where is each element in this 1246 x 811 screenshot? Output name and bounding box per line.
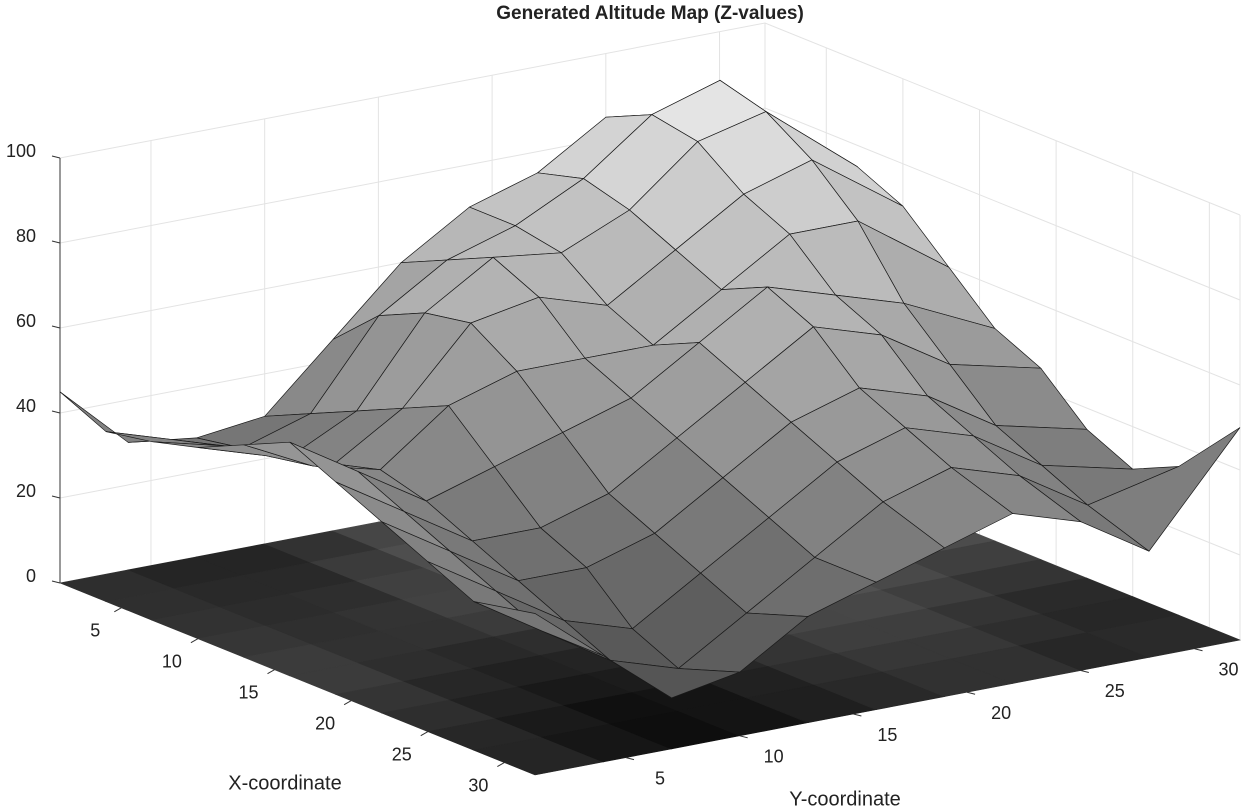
y-tick-label: 30 — [1219, 659, 1239, 679]
y-tick-label: 5 — [655, 768, 665, 788]
y-tick-label: 15 — [877, 725, 897, 745]
y-tick — [739, 735, 748, 739]
y-tick — [853, 713, 862, 717]
x-tick — [420, 731, 428, 737]
x-tick-label: 20 — [315, 713, 335, 733]
x-tick — [190, 638, 199, 644]
z-tick — [51, 325, 61, 329]
y-tick — [1080, 669, 1089, 673]
surface-cell — [59, 391, 175, 443]
x-tick-label: 5 — [90, 621, 100, 641]
z-tick — [51, 410, 61, 414]
z-tick-label: 100 — [6, 141, 36, 161]
y-tick — [1194, 648, 1203, 652]
x-tick — [267, 669, 275, 675]
z-tick — [51, 580, 61, 584]
x-tick — [343, 700, 352, 706]
floor-cell — [1086, 614, 1242, 658]
y-tick-label: 20 — [991, 703, 1011, 723]
y-axis-label: Y-coordinate — [789, 788, 901, 810]
surface-cell — [473, 601, 604, 657]
z-tick — [51, 495, 61, 499]
y-tick — [966, 691, 976, 695]
z-tick-label: 80 — [16, 226, 36, 246]
y-tick-label: 10 — [764, 747, 784, 767]
x-tick — [114, 607, 122, 613]
x-axis-label: X-coordinate — [228, 772, 341, 794]
y-tick — [625, 757, 635, 761]
z-tick — [51, 240, 61, 244]
z-tick-label: 60 — [16, 311, 36, 331]
y-tick-label: 25 — [1105, 681, 1125, 701]
x-tick-label: 25 — [392, 744, 412, 764]
z-tick-label: 0 — [26, 566, 36, 586]
x-tick-label: 30 — [468, 775, 488, 795]
chart-title: Generated Altitude Map (Z-values) — [496, 3, 804, 24]
z-tick-label: 20 — [16, 481, 36, 501]
z-tick-label: 40 — [16, 396, 36, 416]
x-tick-label: 10 — [162, 651, 182, 671]
x-tick — [497, 762, 505, 768]
x-tick-label: 15 — [239, 682, 259, 702]
z-tick — [51, 155, 61, 159]
